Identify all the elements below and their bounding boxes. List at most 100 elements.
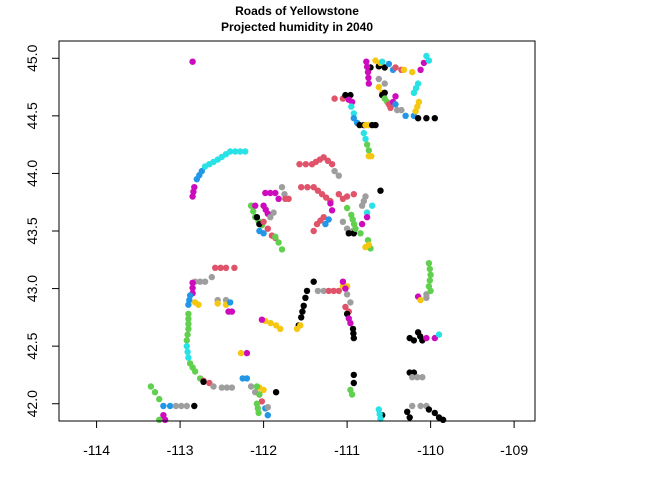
data-point	[417, 296, 424, 304]
data-point	[402, 112, 409, 120]
data-point	[208, 273, 215, 281]
data-point	[365, 241, 372, 248]
data-point	[363, 209, 371, 216]
data-point	[420, 59, 428, 67]
data-point	[350, 334, 357, 342]
data-point	[343, 204, 351, 212]
data-point	[237, 148, 244, 155]
data-point	[322, 220, 329, 228]
data-point	[414, 115, 422, 122]
data-point	[237, 349, 245, 357]
data-point	[314, 287, 322, 295]
data-point	[198, 167, 205, 175]
data-point	[320, 287, 327, 295]
data-point	[358, 220, 366, 228]
data-point	[223, 384, 231, 391]
data-point	[419, 374, 426, 381]
data-point	[414, 80, 422, 87]
data-point	[183, 337, 190, 344]
data-point	[310, 184, 317, 191]
data-point	[184, 331, 191, 338]
data-point	[272, 322, 280, 329]
chart-title: Roads of Yellowstone	[235, 4, 359, 18]
data-point	[417, 402, 424, 410]
data-point	[335, 287, 342, 295]
data-point	[431, 334, 438, 342]
data-point	[363, 58, 370, 65]
data-point	[423, 334, 430, 342]
data-point	[350, 371, 357, 379]
data-point	[377, 187, 384, 194]
data-point	[189, 284, 196, 292]
x-tick-label: -113	[167, 442, 194, 458]
y-tick-label: 44.5	[24, 102, 40, 129]
y-tick-label: 42.0	[24, 390, 40, 417]
data-point	[350, 330, 357, 337]
data-point	[161, 416, 169, 423]
data-point	[423, 115, 430, 122]
data-point	[365, 80, 372, 87]
data-point	[267, 214, 274, 221]
data-point	[362, 193, 369, 200]
data-point	[262, 189, 269, 197]
data-point	[415, 98, 423, 106]
data-point	[392, 101, 399, 108]
data-point	[253, 383, 261, 390]
data-point	[275, 195, 282, 202]
data-point	[350, 110, 357, 117]
x-tick-label: -111	[334, 442, 360, 458]
data-point	[425, 406, 433, 413]
y-tick-label: 45.0	[24, 44, 40, 71]
data-point	[227, 148, 234, 155]
data-point	[252, 202, 259, 209]
data-point	[327, 200, 334, 207]
data-point	[189, 193, 196, 200]
y-tick-label: 43.0	[24, 275, 40, 302]
data-point	[343, 193, 351, 200]
data-point	[425, 260, 433, 267]
data-point	[247, 383, 255, 390]
data-point	[377, 415, 384, 422]
data-point	[296, 161, 303, 168]
data-point	[214, 300, 221, 307]
data-point	[264, 404, 271, 411]
data-point	[185, 301, 192, 308]
data-point	[298, 314, 305, 321]
data-point	[227, 299, 234, 306]
y-tick-label: 44.0	[24, 160, 40, 187]
data-point	[350, 115, 357, 122]
data-point	[372, 121, 379, 129]
data-point	[362, 135, 369, 143]
data-point	[379, 58, 386, 65]
data-point	[372, 57, 379, 64]
data-point	[183, 402, 190, 410]
data-point	[365, 147, 372, 154]
chart-subtitle: Projected humidity in 2040	[221, 20, 373, 34]
data-point	[375, 75, 382, 83]
data-point	[156, 416, 163, 423]
data-point	[417, 66, 424, 74]
data-point	[185, 315, 192, 323]
y-tick-label: 42.5	[24, 332, 40, 359]
data-point	[423, 294, 430, 301]
data-point	[255, 409, 262, 417]
data-point	[250, 208, 257, 215]
data-point	[310, 227, 317, 235]
data-point	[275, 239, 282, 246]
x-tick-label: -109	[500, 442, 528, 458]
data-point	[392, 93, 399, 100]
data-point	[320, 154, 327, 161]
data-point	[381, 80, 388, 87]
data-point	[178, 402, 185, 410]
data-point	[425, 57, 433, 64]
data-point	[302, 161, 309, 168]
data-point	[363, 141, 371, 148]
data-point	[439, 416, 447, 423]
data-points	[147, 52, 447, 423]
axes: -114 -113 -112 -111 -110 -109 42.0 42.5 43.0 43.5…	[24, 44, 528, 458]
data-point	[331, 167, 338, 175]
data-point	[328, 207, 336, 214]
data-point	[297, 322, 304, 329]
data-point	[427, 287, 434, 295]
